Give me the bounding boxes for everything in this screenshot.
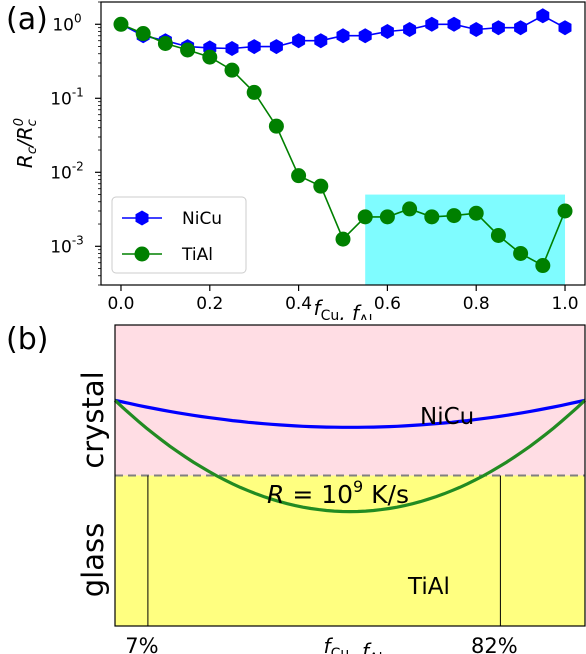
x-tick-label: 0.4	[285, 294, 312, 314]
data-point	[380, 24, 394, 39]
crossing-label: 82%	[471, 634, 518, 654]
data-point	[335, 231, 351, 247]
data-point	[557, 203, 573, 219]
chart-a: 0.0 0.2 0.4 0.6 0.8 1.0 100 10-1 10-2 10-3 Rc/Rc0 f…	[12, 1, 586, 320]
data-point	[469, 22, 483, 37]
region-label-crystal: crystal	[76, 371, 110, 468]
data-point	[424, 209, 440, 225]
threshold-label: R = 109 K/s	[267, 477, 409, 509]
data-point	[269, 39, 283, 55]
data-point	[357, 209, 373, 225]
x-axis-label: fCu, fAl	[314, 296, 373, 320]
curve-tial	[113, 399, 586, 514]
x-tick-label: 0.2	[196, 294, 223, 314]
data-point	[402, 201, 418, 217]
data-point	[313, 178, 329, 194]
legend-label: TiAl	[181, 245, 213, 265]
data-point	[536, 8, 550, 24]
y-tick-label: 100	[52, 11, 81, 35]
data-point	[314, 33, 328, 49]
label-tial: TiAl	[407, 574, 450, 600]
panel-a-label: (a)	[6, 2, 48, 37]
x-tick-label: 1.0	[551, 294, 578, 314]
legend-marker	[134, 246, 150, 262]
series-tial	[113, 16, 573, 274]
data-point	[157, 35, 173, 51]
data-point	[447, 16, 461, 32]
legend-box	[111, 196, 247, 274]
data-point	[403, 22, 417, 37]
region-label-glass: glass	[76, 523, 110, 597]
chart-b: 7% 82% NiCu TiAl R = 109 K/s crystal glass fCu,…	[76, 324, 586, 654]
panel-b-label: (b)	[6, 322, 49, 357]
data-point	[558, 20, 572, 36]
x-tick-label: 0.8	[463, 294, 490, 314]
legend-label: NiCu	[182, 209, 222, 229]
data-point	[291, 168, 307, 184]
crystal-region	[115, 325, 585, 476]
data-point	[246, 84, 262, 100]
data-point	[535, 258, 551, 274]
data-point	[468, 205, 484, 221]
plot-frame	[114, 324, 586, 627]
data-point	[513, 245, 529, 261]
data-point	[113, 16, 129, 32]
curve-nicu	[114, 398, 586, 429]
x-tick-label: 0.0	[107, 294, 134, 314]
y-tick-label: 10-2	[50, 159, 84, 183]
y-axis-label: Rc/Rc0	[12, 118, 40, 168]
data-point	[224, 62, 240, 78]
data-point	[336, 28, 350, 44]
data-point	[358, 28, 372, 44]
data-point	[202, 49, 218, 65]
glass-region	[115, 475, 585, 626]
label-nicu: NiCu	[420, 404, 474, 430]
legend-marker	[135, 210, 149, 226]
y-tick-label: 10-3	[50, 233, 84, 257]
data-point	[379, 209, 395, 225]
data-point	[180, 42, 196, 58]
highlight-region	[365, 194, 566, 285]
y-tick-label: 10-1	[50, 85, 84, 109]
crossing-label: 7%	[125, 634, 158, 654]
data-point	[490, 227, 506, 243]
x-axis-label: fCu, fAl	[324, 634, 383, 654]
data-point	[225, 41, 239, 56]
data-point	[247, 39, 261, 55]
data-point	[446, 208, 462, 224]
data-point	[268, 118, 284, 134]
x-tick-label: 0.6	[374, 294, 401, 314]
data-point	[491, 20, 505, 36]
legend: NiCu TiAl	[111, 196, 247, 274]
data-point	[135, 26, 151, 42]
data-point	[425, 16, 439, 32]
data-point	[514, 20, 528, 36]
plot-frame	[100, 1, 586, 286]
data-point	[292, 33, 306, 49]
